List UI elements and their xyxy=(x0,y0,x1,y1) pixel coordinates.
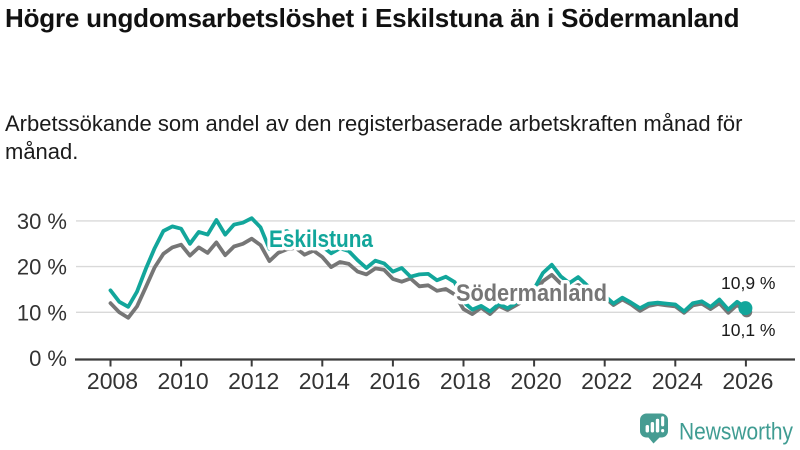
södermanland-line xyxy=(108,236,748,320)
x-axis-label: 2010 xyxy=(158,368,209,394)
x-axis-label: 2018 xyxy=(440,368,491,394)
y-axis-label: 10 % xyxy=(17,300,67,325)
y-axis-label: 0 % xyxy=(29,346,67,371)
x-axis-label: 2022 xyxy=(581,368,632,394)
y-axis-label: 30 % xyxy=(17,209,67,234)
x-axis-label: 2020 xyxy=(511,368,562,394)
södermanland-series-label: Södermanland xyxy=(456,280,607,307)
end-value-label: 10,9 % xyxy=(721,273,775,293)
page-subtitle: Arbetssökande som andel av den registerb… xyxy=(5,111,743,164)
newsworthy-logo: Newsworthy xyxy=(640,413,793,446)
end-value-label: 10,1 % xyxy=(721,320,775,340)
page-title: Högre ungdomsarbetslöshet i Eskilstuna ä… xyxy=(5,3,740,33)
eskilstuna-end-dot xyxy=(738,301,753,316)
x-axis-label: 2014 xyxy=(299,368,350,394)
x-axis-label: 2012 xyxy=(228,368,279,394)
x-axis-label: 2008 xyxy=(87,368,138,394)
x-axis-label: 2016 xyxy=(369,368,420,394)
bar-chart-speech-bubble-icon xyxy=(640,413,668,444)
newsworthy-wordmark: Newsworthy xyxy=(679,419,793,446)
eskilstuna-series-label: Eskilstuna xyxy=(269,226,374,253)
x-axis-label: 2024 xyxy=(652,368,703,394)
y-axis-label: 20 % xyxy=(17,255,67,280)
x-axis-label: 2026 xyxy=(722,368,773,394)
eskilstuna-line xyxy=(108,216,748,314)
